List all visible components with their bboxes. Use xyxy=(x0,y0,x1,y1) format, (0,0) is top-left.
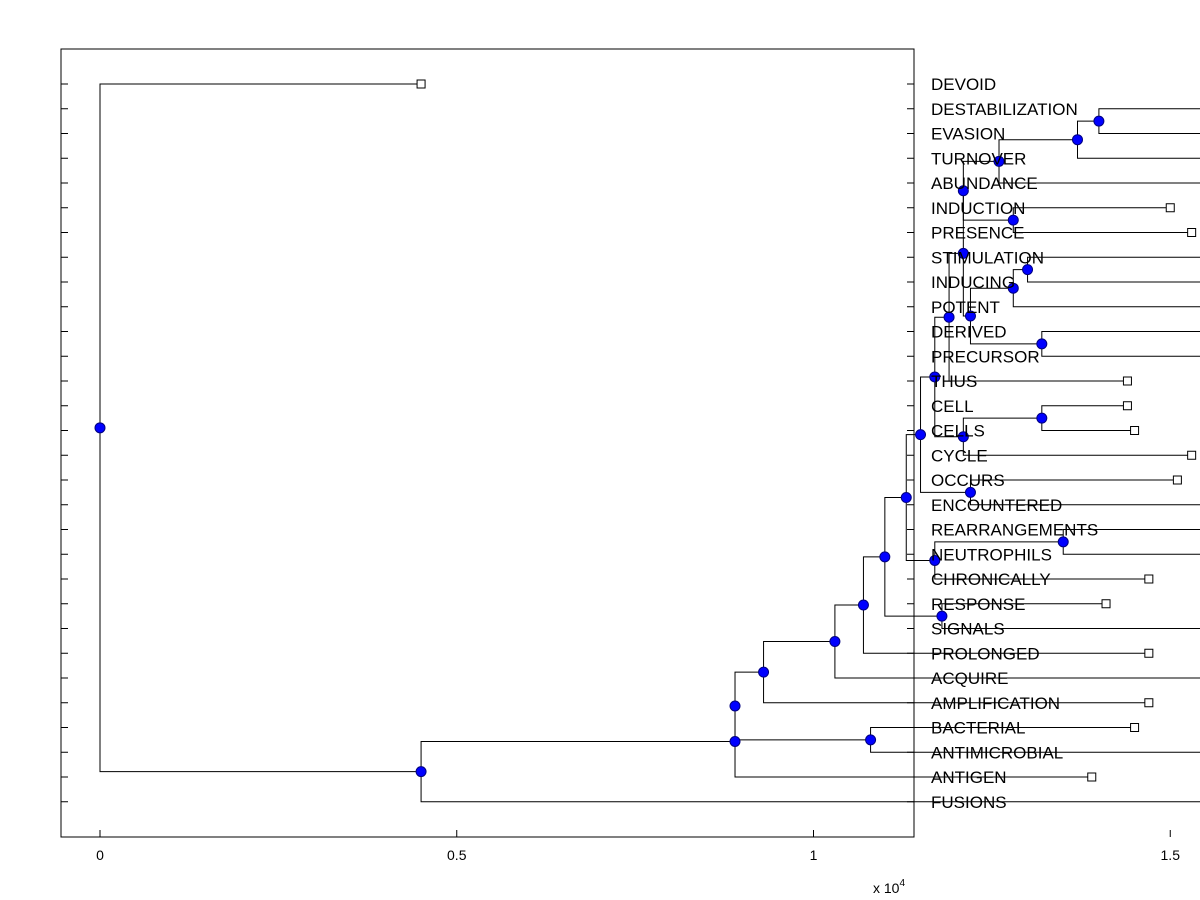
leaf-marker xyxy=(1130,723,1140,732)
merge-node xyxy=(964,310,976,322)
leaf-label: PRECURSOR xyxy=(931,347,1040,366)
x-multiplier-exponent: 4 xyxy=(899,878,905,889)
merge-node xyxy=(929,371,941,383)
merge-node xyxy=(1007,282,1019,294)
merge-node xyxy=(993,155,1005,167)
dendrogram-link xyxy=(962,417,1192,456)
bottom-ticks xyxy=(99,830,1171,837)
leaf-label: EVASION xyxy=(931,125,1005,144)
dendrogram-link xyxy=(1041,405,1135,431)
leaf-label: CYCLE xyxy=(931,446,988,465)
merge-node xyxy=(900,492,912,504)
leaf-label: TURNOVER xyxy=(931,149,1026,168)
leaf-label: CELL xyxy=(931,397,974,416)
dendrogram-link xyxy=(734,706,1092,778)
leaf-label: ABUNDANCE xyxy=(931,174,1038,193)
merge-node xyxy=(94,422,106,434)
merge-node xyxy=(1007,214,1019,226)
leaf-label: DEVOID xyxy=(931,75,996,94)
leaf-label: STIMULATION xyxy=(931,248,1044,267)
x-tick-label: 0 xyxy=(96,847,104,863)
merge-node xyxy=(915,429,927,441)
x-tick-label: 1 xyxy=(810,847,818,863)
leaf-marker xyxy=(1187,450,1197,460)
merge-node xyxy=(415,766,427,778)
x-multiplier-label: x 104 xyxy=(873,878,905,896)
leaf-marker xyxy=(1144,698,1154,708)
merge-node xyxy=(929,554,941,566)
merge-node xyxy=(957,431,969,443)
merge-node xyxy=(829,636,841,648)
merge-node xyxy=(957,185,969,197)
leaf-marker xyxy=(1122,401,1132,411)
leaf-marker xyxy=(416,79,426,89)
dendrogram-link xyxy=(1027,256,1200,283)
leaf-marker xyxy=(1122,376,1132,386)
merge-node xyxy=(857,599,869,611)
leaf-label: ENCOUNTERED xyxy=(931,496,1062,515)
leaf-label: ANTIMICROBIAL xyxy=(931,743,1063,762)
merge-node xyxy=(1022,264,1034,276)
leaf-label: OCCURS xyxy=(931,471,1005,490)
leaf-marker xyxy=(1172,475,1182,485)
merge-nodes xyxy=(94,115,1105,778)
merge-node xyxy=(729,700,741,712)
merge-node xyxy=(729,736,741,748)
leaf-label: RESPONSE xyxy=(931,595,1025,614)
leaf-label: SIGNALS xyxy=(931,620,1005,639)
merge-node xyxy=(936,610,948,622)
left-ticks xyxy=(61,83,68,803)
dendrogram-link xyxy=(1012,269,1200,308)
leaf-markers xyxy=(416,79,1197,782)
x-tick-label: 1.5 xyxy=(1161,847,1181,863)
merge-node xyxy=(1036,338,1048,350)
leaf-label: PRESENCE xyxy=(931,224,1025,243)
plot-frame xyxy=(60,48,915,838)
merge-node xyxy=(758,666,770,678)
merge-node xyxy=(865,734,877,746)
x-tick-label: 0.5 xyxy=(447,847,467,863)
merge-node xyxy=(1057,536,1069,548)
dendrogram-link xyxy=(1012,207,1192,233)
leaf-label: DESTABILIZATION xyxy=(931,100,1078,119)
leaf-label: ACQUIRE xyxy=(931,669,1008,688)
leaf-label: NEUTROPHILS xyxy=(931,545,1052,564)
leaf-label: THUS xyxy=(931,372,977,391)
leaf-marker xyxy=(1101,599,1111,609)
leaf-marker xyxy=(1087,772,1097,782)
leaf-label: FUSIONS xyxy=(931,793,1007,812)
leaf-label: CHRONICALLY xyxy=(931,570,1051,589)
leaf-label: BACTERIAL xyxy=(931,719,1025,738)
leaf-marker xyxy=(1187,228,1197,237)
merge-node xyxy=(964,486,976,498)
leaf-label: AMPLIFICATION xyxy=(931,694,1060,713)
merge-node xyxy=(957,247,969,259)
x-tick-labels: 00.511.52 xyxy=(96,847,1181,863)
leaf-marker xyxy=(1144,574,1154,584)
leaf-marker xyxy=(1144,648,1154,658)
merge-node xyxy=(1071,134,1083,146)
leaf-label: ANTIGEN xyxy=(931,768,1007,787)
leaf-label: CELLS xyxy=(931,422,985,441)
leaf-marker xyxy=(1165,203,1175,213)
merge-node xyxy=(1036,412,1048,424)
leaf-label: INDUCTION xyxy=(931,199,1025,218)
leaf-label: POTENT xyxy=(931,298,1000,317)
dendrogram-link xyxy=(1041,331,1200,357)
leaf-label: PROLONGED xyxy=(931,644,1040,663)
leaf-label: INDUCING xyxy=(931,273,1015,292)
merge-node xyxy=(879,551,891,563)
leaf-marker xyxy=(1130,426,1140,435)
dendrogram-link xyxy=(1076,120,1200,159)
dendrogram-link xyxy=(1098,108,1200,134)
merge-node xyxy=(1093,115,1105,127)
merge-node xyxy=(943,311,955,323)
leaf-labels: DEVOID DESTABILIZATION EVASION TURNOVER ABUN… xyxy=(931,75,1098,812)
leaf-label: REARRANGEMENTS xyxy=(931,521,1098,540)
leaf-label: DERIVED xyxy=(931,323,1007,342)
